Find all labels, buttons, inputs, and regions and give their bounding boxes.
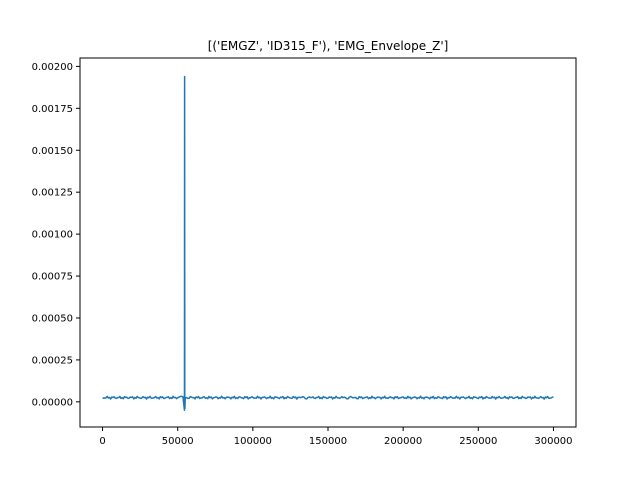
- chart-title: [('EMGZ', 'ID315_F'), 'EMG_Envelope_Z']: [208, 39, 449, 53]
- y-tick-label: 0.00025: [32, 355, 73, 366]
- y-tick-label: 0.00050: [32, 313, 73, 324]
- x-tick-label: 0: [99, 436, 105, 447]
- axes-frame: [79, 57, 577, 428]
- x-tick-label: 300000: [534, 436, 572, 447]
- y-axis: 0.00000 0.00025 0.00050 0.00075 0.00100 0.001…: [32, 62, 80, 408]
- y-tick-label: 0.00125: [32, 188, 73, 199]
- y-tick-label: 0.00100: [32, 230, 73, 241]
- y-tick-label: 0.00150: [32, 146, 73, 157]
- x-tick-label: 50000: [162, 436, 194, 447]
- x-tick-label: 250000: [459, 436, 497, 447]
- y-tick-label: 0.00075: [32, 272, 73, 283]
- plot-area: [102, 75, 554, 411]
- x-tick-label: 150000: [309, 436, 347, 447]
- x-tick-label: 100000: [234, 436, 272, 447]
- y-tick-label: 0.00200: [32, 62, 73, 73]
- y-tick-label: 0.00000: [32, 397, 73, 408]
- y-tick-label: 0.00175: [32, 104, 73, 115]
- x-axis: 0 50000 100000 150000 200000 250000 300000: [99, 427, 573, 447]
- x-tick-label: 200000: [384, 436, 422, 447]
- series-line-0: [102, 75, 554, 411]
